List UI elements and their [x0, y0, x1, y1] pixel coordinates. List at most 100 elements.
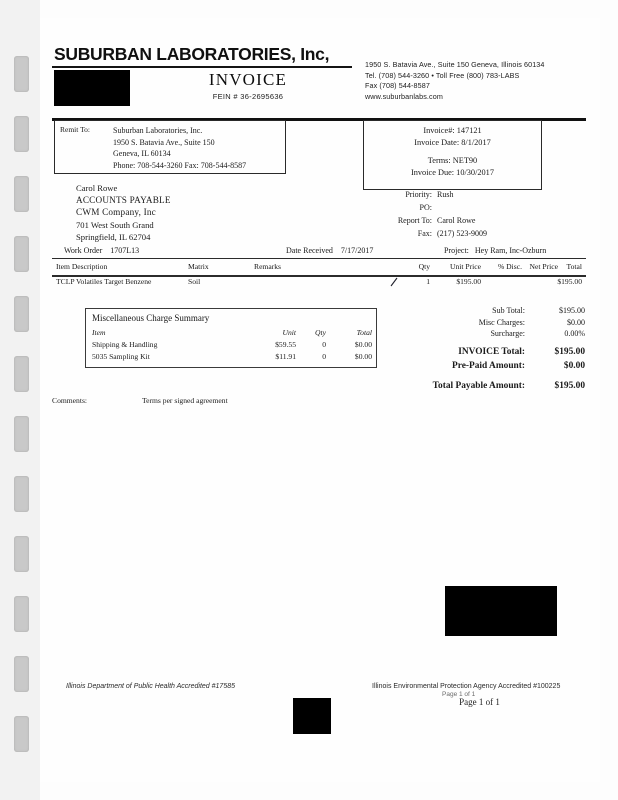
table-row: TCLP Volatiles Target Benzene Soil 1 $19…	[52, 275, 586, 290]
header-remarks: Remarks	[254, 262, 281, 271]
misc-charge-summary-box: Miscellaneous Charge Summary Item Unit Q…	[85, 308, 377, 368]
company-name: SUBURBAN LABORATORIES, Inc,	[54, 44, 330, 64]
work-order-rule	[52, 258, 586, 260]
invoice-terms-label: Terms:	[427, 156, 451, 165]
total-row-payable: Total Payable Amount: $195.00	[385, 381, 585, 395]
header-matrix: Matrix	[188, 262, 209, 271]
remit-line: Phone: 708-544-3260 Fax: 708-544-8587	[113, 160, 247, 170]
binder-hole	[14, 416, 29, 452]
company-address: 1950 S. Batavia Ave., Suite 150 Geneva, …	[365, 60, 545, 69]
project-value: Hey Ram, Inc-Ozburn	[474, 246, 547, 255]
remit-to-address: Suburban Laboratories, Inc. 1950 S. Bata…	[113, 125, 246, 171]
binder-hole	[14, 176, 29, 212]
misc-charges-label: Misc Charges:	[478, 317, 525, 327]
remit-line: Geneva, IL 60134	[113, 149, 171, 158]
header-divider-rule	[52, 118, 586, 121]
comments-block: Comments: Terms per signed agreement	[52, 396, 228, 405]
bill-to-department: ACCOUNTS PAYABLE	[76, 195, 171, 206]
redaction-box-footer	[293, 698, 331, 734]
project-field: Project: Hey Ram, Inc-Ozburn	[444, 246, 546, 255]
invoice-date-value: 8/1/2017	[461, 137, 491, 147]
prepaid-label: Pre-Paid Amount:	[452, 360, 525, 371]
work-order-label: Work Order	[64, 246, 103, 255]
invoice-due-value: 10/30/2017	[456, 167, 494, 177]
total-row-subtotal: Sub Total: $195.00	[385, 306, 585, 318]
project-report-to-row: Report To: Carol Rowe	[370, 214, 555, 227]
binder-hole	[14, 236, 29, 272]
total-row-invoice-total: INVOICE Total: $195.00	[385, 347, 585, 361]
binder-hole-strip	[14, 28, 36, 788]
cell-unit-price: $195.00	[456, 277, 481, 286]
iepa-accreditation: Illinois Environmental Protection Agency…	[372, 683, 561, 690]
surcharge-value: 0.00%	[564, 329, 585, 338]
invoice-due-label: Invoice Due:	[411, 167, 455, 177]
report-to-value: Carol Rowe	[437, 216, 476, 225]
totals-block: Sub Total: $195.00 Misc Charges: $0.00 S…	[385, 306, 585, 395]
priority-value: Rush	[437, 190, 454, 199]
misc-item-unit: $59.55	[275, 340, 296, 349]
payable-label: Total Payable Amount:	[432, 380, 525, 391]
binder-hole	[14, 716, 29, 752]
header-total: Total	[566, 262, 583, 271]
misc-charge-title: Miscellaneous Charge Summary	[92, 313, 210, 323]
project-info-block: Priority: Rush PO: Report To: Carol Rowe…	[370, 188, 555, 240]
check-mark-icon	[390, 277, 398, 287]
subtotal-label: Sub Total:	[492, 306, 525, 315]
company-telephone: Tel. (708) 544-3260 • Toll Free (800) 78…	[365, 70, 520, 80]
binder-hole	[14, 656, 29, 692]
payable-value: $195.00	[554, 380, 585, 391]
redaction-box-logo	[54, 70, 130, 106]
invoice-due-row: Invoice Due: 10/30/2017	[364, 167, 541, 179]
po-label: PO:	[419, 203, 432, 212]
project-fax-value: (217) 523-9009	[437, 229, 487, 238]
invoice-sheet: SUBURBAN LABORATORIES, Inc, INVOICE FEIN…	[40, 18, 600, 782]
header-qty: Qty	[418, 262, 430, 271]
total-row-prepaid: Pre-Paid Amount: $0.00	[385, 361, 585, 375]
misc-item-name: 5035 Sampling Kit	[92, 352, 150, 361]
idph-accreditation: Illinois Department of Public Health Acc…	[66, 683, 236, 690]
misc-item-qty: 0	[322, 340, 326, 349]
page-number-ghost: Page 1 of 1	[442, 691, 476, 698]
header-unit-price: Unit Price	[449, 262, 481, 271]
company-contact-block: 1950 S. Batavia Ave., Suite 150 Geneva, …	[365, 60, 595, 102]
invoice-info-lines: Invoice#: 147121 Invoice Date: 8/1/2017 …	[364, 125, 541, 178]
misc-item-unit: $11.91	[275, 352, 296, 361]
bill-to-street: 701 West South Grand	[76, 219, 154, 230]
bill-to-block: Carol Rowe ACCOUNTS PAYABLE CWM Company,…	[76, 182, 171, 243]
binder-hole	[14, 476, 29, 512]
remit-to-label: Remit To:	[60, 125, 90, 134]
misc-item-qty: 0	[322, 352, 326, 361]
date-received-field: Date Received 7/17/2017	[286, 246, 373, 255]
comments-label: Comments:	[52, 396, 88, 405]
header-discount: % Disc.	[497, 262, 522, 271]
company-fax: Fax (708) 544-8587	[365, 81, 430, 90]
invoice-date-row: Invoice Date: 8/1/2017	[364, 137, 541, 149]
total-row-misc-charges: Misc Charges: $0.00	[385, 318, 585, 330]
project-po-row: PO:	[370, 201, 555, 214]
date-received-label: Date Received	[286, 246, 333, 255]
header-net-price: Net Price	[529, 262, 558, 271]
work-order-field: Work Order 1707L13	[64, 246, 139, 255]
invoice-total-value: $195.00	[554, 346, 585, 357]
invoice-terms-row: Terms: NET90	[364, 155, 541, 167]
misc-item-total: $0.00	[354, 340, 372, 349]
binder-hole	[14, 56, 29, 92]
remit-line: 1950 S. Batavia Ave., Suite 150	[113, 137, 215, 147]
project-fax-row: Fax: (217) 523-9009	[370, 227, 555, 240]
spacer	[364, 148, 541, 155]
invoice-number-label: Invoice#:	[423, 126, 455, 135]
bill-to-contact: Carol Rowe	[76, 183, 118, 193]
bill-to-city-state-zip: Springfield, IL 62704	[76, 231, 151, 242]
items-header-rule	[52, 275, 586, 277]
invoice-title: INVOICE	[208, 70, 288, 89]
items-table-header: Item Description Matrix Remarks Qty Unit…	[52, 262, 586, 277]
comments-value: Terms per signed agreement	[142, 396, 228, 405]
misc-header-total: Total	[356, 328, 372, 337]
report-to-label: Report To:	[397, 216, 432, 225]
company-website: www.suburbanlabs.com	[365, 91, 443, 101]
binder-hole	[14, 536, 29, 572]
priority-label: Priority:	[405, 190, 432, 199]
items-table: Item Description Matrix Remarks Qty Unit…	[52, 262, 586, 290]
binder-hole	[14, 356, 29, 392]
